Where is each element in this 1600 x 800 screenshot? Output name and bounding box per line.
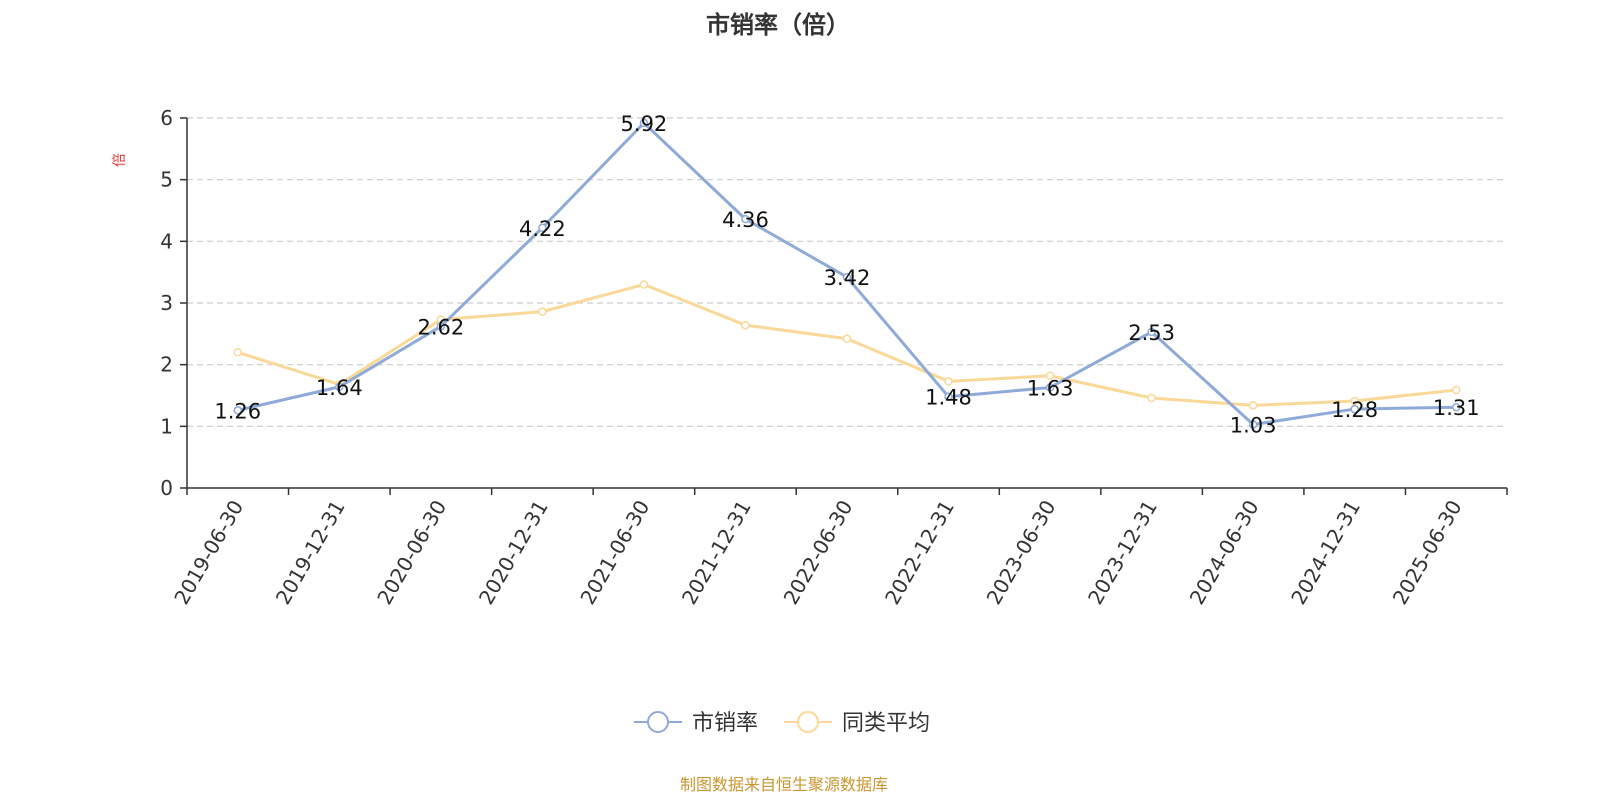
x-tick-label: 2024-12-31: [1286, 496, 1365, 609]
x-tick-label: 2022-06-30: [778, 496, 857, 609]
data-point: [741, 320, 750, 330]
data-point: [1350, 404, 1359, 414]
data-point: [1147, 327, 1156, 337]
legend-marker: [647, 711, 669, 733]
y-tick-label: 0: [160, 476, 173, 500]
data-point: [1045, 383, 1055, 392]
data-point: [1248, 401, 1258, 410]
data-point: [1451, 385, 1461, 395]
legend-item[interactable]: 同类平均: [784, 711, 930, 736]
data-label: 1.28: [1331, 398, 1378, 422]
data-label: 5.92: [621, 112, 668, 136]
x-tick-label: 2020-06-30: [372, 496, 451, 609]
y-tick-label: 4: [160, 229, 173, 253]
y-tick-label: 1: [160, 414, 173, 438]
y-tick-label: 6: [160, 106, 173, 130]
data-point: [436, 322, 446, 331]
data-point: [944, 377, 953, 386]
data-label: 1.48: [925, 386, 972, 410]
x-tick-label: 2024-06-30: [1185, 496, 1264, 609]
data-point: [842, 272, 852, 282]
chart-title: 市销率（倍）: [706, 11, 850, 39]
y-tick-label: 3: [160, 291, 173, 315]
y-tick-label: 2: [160, 353, 173, 377]
legend: 市销率 同类平均: [634, 711, 930, 736]
series-同类平均: [233, 280, 1461, 410]
data-label: 4.22: [519, 217, 566, 241]
data-point: [944, 392, 953, 401]
data-point: [639, 280, 649, 289]
data-point: [741, 214, 750, 224]
x-tick-label: 2020-12-31: [474, 496, 553, 609]
data-label: 1.03: [1230, 413, 1277, 437]
x-tick-label: 2025-06-30: [1388, 496, 1467, 609]
data-labels: 1.26 1.64 2.62 4.22 5.92 4.36 3.42 1.48 1.63 2.53…: [214, 112, 1479, 438]
x-tick-label: 2023-12-31: [1083, 496, 1162, 609]
legend-item[interactable]: 市销率: [634, 711, 758, 736]
data-point: [1248, 420, 1258, 429]
x-tick-label: 2019-12-31: [271, 496, 350, 609]
data-point: [538, 223, 547, 233]
legend-label: 市销率: [692, 711, 758, 736]
data-label: 1.63: [1027, 376, 1074, 400]
data-point: [233, 348, 243, 357]
data-label: 1.31: [1433, 396, 1480, 420]
y-tick-label: 5: [160, 168, 173, 192]
x-tick-label: 2021-06-30: [575, 496, 654, 609]
x-tick-label: 2022-12-31: [880, 496, 959, 609]
series-layer: [233, 118, 1461, 429]
data-label: 4.36: [722, 208, 769, 232]
data-point: [538, 307, 547, 316]
data-point: [1350, 396, 1359, 406]
series-市销率: [233, 118, 1461, 429]
data-point: [335, 382, 344, 392]
data-point: [1451, 402, 1461, 412]
data-point: [1147, 393, 1156, 403]
data-label: 3.42: [824, 266, 871, 290]
x-tick-label: 2019-06-30: [169, 496, 248, 609]
data-point: [842, 334, 852, 344]
data-label: 2.53: [1128, 321, 1175, 345]
data-point: [233, 406, 243, 415]
grid-lines: [187, 117, 1507, 427]
data-label: 1.26: [214, 399, 261, 423]
source-note: 制图数据来自恒生聚源数据库: [680, 775, 888, 794]
data-point: [639, 118, 649, 128]
legend-label: 同类平均: [842, 711, 930, 736]
x-tick-label: 2023-06-30: [982, 496, 1061, 609]
data-label: 2.62: [417, 315, 464, 339]
axes: 0 1 2 3 4 5 6 2019-06-30 2019-12-31 2020-06-30 202…: [160, 106, 1508, 609]
data-label: 1.64: [316, 376, 363, 400]
data-point: [1045, 371, 1055, 381]
legend-marker: [797, 711, 819, 733]
x-tick-label: 2021-12-31: [677, 496, 756, 609]
y-axis-unit-label: 倍: [112, 153, 128, 167]
